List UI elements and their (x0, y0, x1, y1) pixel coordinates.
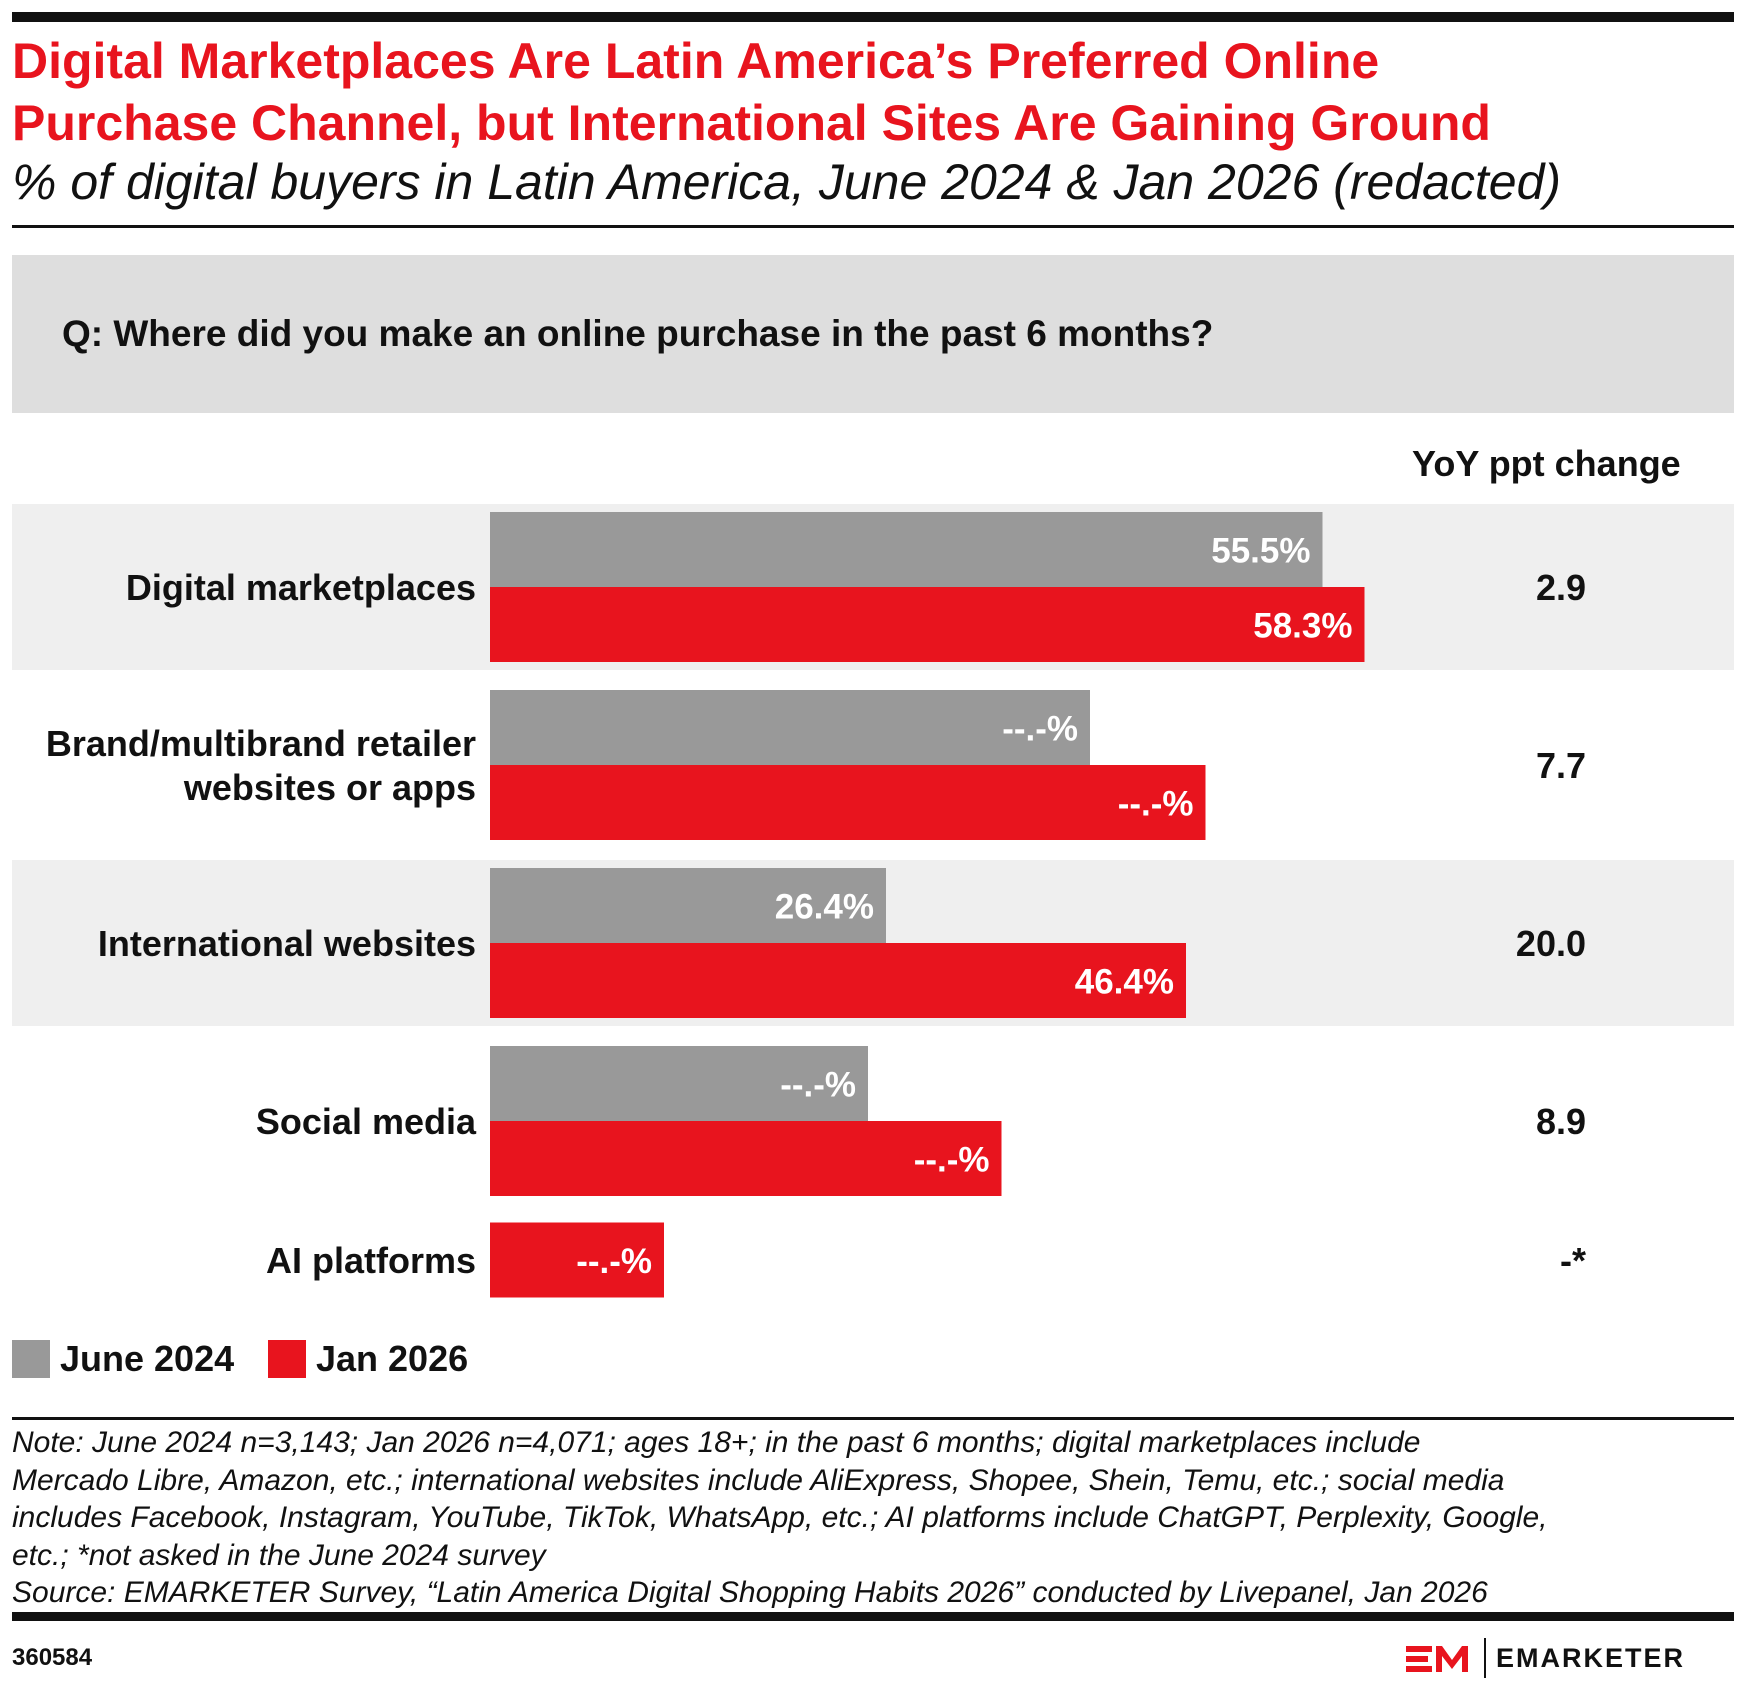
logo-divider (1484, 1638, 1486, 1678)
bar-brand-multibrand-retailer-websites-or-apps-jan-2026 (490, 765, 1206, 840)
data-label-international-websites-jan-2026: 46.4% (1075, 963, 1174, 1002)
yoy-value-brand-multibrand-retailer-websites-or-apps: 7.7 (1536, 745, 1586, 786)
data-label-digital-marketplaces-june-2024: 55.5% (1211, 532, 1310, 571)
legend-swatch-jan-2026 (268, 1340, 306, 1378)
bar-brand-multibrand-retailer-websites-or-apps-june-2024 (490, 690, 1090, 765)
legend-label-june-2024: June 2024 (60, 1334, 234, 1384)
yoy-value-digital-marketplaces: 2.9 (1536, 567, 1586, 608)
note-line: Mercado Libre, Amazon, etc.; internation… (12, 1462, 1734, 1500)
note-rule (12, 1417, 1734, 1420)
category-label-brand-multibrand-retailer-websites-or-apps: Brand/multibrand retailer (46, 723, 476, 764)
legend-label-jan-2026: Jan 2026 (316, 1334, 468, 1384)
bar-digital-marketplaces-june-2024 (490, 512, 1323, 587)
data-label-international-websites-june-2024: 26.4% (775, 888, 874, 927)
category-label-brand-multibrand-retailer-websites-or-apps: websites or apps (183, 767, 476, 808)
yoy-value-ai-platforms: -* (1560, 1240, 1586, 1281)
category-label-international-websites: International websites (98, 923, 476, 964)
em-logo-icon (1406, 1636, 1474, 1680)
data-label-social-media-jan-2026: --.-% (914, 1141, 990, 1180)
category-label-social-media: Social media (256, 1101, 477, 1142)
yoy-value-international-websites: 20.0 (1516, 923, 1586, 964)
data-label-ai-platforms-jan-2026: --.-% (576, 1242, 652, 1281)
data-label-digital-marketplaces-jan-2026: 58.3% (1253, 607, 1352, 646)
data-label-social-media-june-2024: --.-% (780, 1066, 856, 1105)
note-line: includes Facebook, Instagram, YouTube, T… (12, 1499, 1734, 1537)
yoy-value-social-media: 8.9 (1536, 1101, 1586, 1142)
data-label-brand-multibrand-retailer-websites-or-apps-june-2024: --.-% (1002, 710, 1078, 749)
notes: Note: June 2024 n=3,143; Jan 2026 n=4,07… (12, 1424, 1734, 1612)
bottom-rule (12, 1612, 1734, 1621)
note-line: etc.; *not asked in the June 2024 survey (12, 1537, 1734, 1575)
brand-name: EMARKETER (1496, 1642, 1685, 1674)
note-line: Note: June 2024 n=3,143; Jan 2026 n=4,07… (12, 1424, 1734, 1462)
bar-digital-marketplaces-jan-2026 (490, 587, 1365, 662)
legend-swatch-june-2024 (12, 1340, 50, 1378)
chart-id: 360584 (12, 1643, 92, 1673)
source-line: Source: EMARKETER Survey, “Latin America… (12, 1574, 1734, 1612)
data-label-brand-multibrand-retailer-websites-or-apps-jan-2026: --.-% (1118, 785, 1194, 824)
category-label-ai-platforms: AI platforms (266, 1240, 476, 1281)
category-label-digital-marketplaces: Digital marketplaces (126, 567, 476, 608)
bar-chart: 55.5% 58.3% Digital marketplaces 2.9 --.-% --… (0, 0, 1744, 1330)
